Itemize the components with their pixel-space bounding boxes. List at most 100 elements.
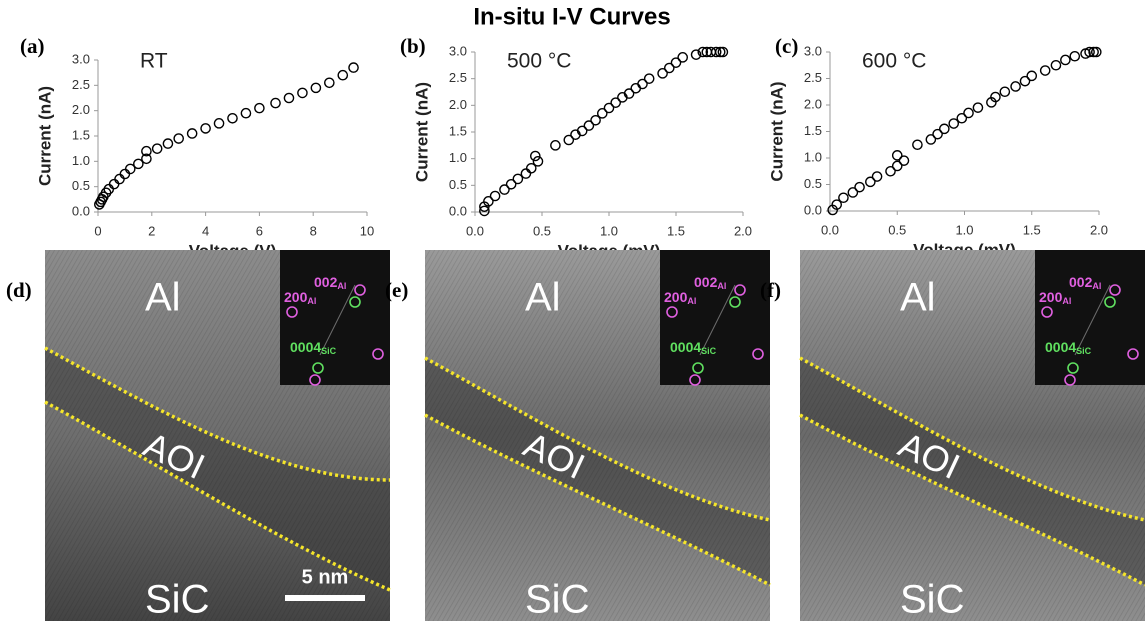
fft-label-main: 002 xyxy=(314,274,338,290)
point xyxy=(298,88,307,97)
x-tick-label: 2 xyxy=(148,223,155,238)
y-tick-label: 1.0 xyxy=(449,150,467,165)
fft-label-main: 0004 xyxy=(290,339,321,355)
point xyxy=(110,180,119,189)
annotation: RT xyxy=(140,50,168,73)
point xyxy=(174,134,183,143)
x-tick-label: 6 xyxy=(256,223,263,238)
point xyxy=(1027,71,1036,80)
point xyxy=(1011,82,1020,91)
fft-background xyxy=(660,250,770,385)
point xyxy=(533,157,542,166)
x-tick-label: 2.0 xyxy=(734,223,752,238)
fft-background xyxy=(1035,250,1145,385)
scale-bar-label: 5 nm xyxy=(302,566,349,588)
x-tick-label: 1.0 xyxy=(600,223,618,238)
x-tick-label: 8 xyxy=(310,223,317,238)
panel-label: (d) xyxy=(6,278,32,302)
x-tick-label: 1.5 xyxy=(1023,222,1041,237)
scale-bar xyxy=(285,595,365,601)
y-tick-label: 1.5 xyxy=(804,123,822,138)
fft-label-sub: Al xyxy=(1092,281,1101,291)
y-tick-label: 2.5 xyxy=(72,77,90,92)
point xyxy=(188,129,197,138)
x-tick-label: 0 xyxy=(94,223,101,238)
y-tick-label: 0.0 xyxy=(804,202,822,217)
point xyxy=(241,109,250,118)
point xyxy=(839,193,848,202)
point xyxy=(551,141,560,150)
point xyxy=(255,104,264,113)
x-tick-label: 1.0 xyxy=(955,222,973,237)
point xyxy=(521,169,530,178)
point xyxy=(271,98,280,107)
y-axis-label: Current (nA) xyxy=(412,82,431,182)
phase-label: SiC xyxy=(900,578,964,621)
panel-label: (b) xyxy=(400,34,426,58)
point xyxy=(325,78,334,87)
x-tick-label: 0.5 xyxy=(888,222,906,237)
tem-image: AlAOISiC5 nm002Al200Al0004SiC xyxy=(45,250,390,621)
y-tick-label: 0.5 xyxy=(72,178,90,193)
point xyxy=(163,139,172,148)
fft-label-main: 0004 xyxy=(670,339,701,355)
point xyxy=(228,114,237,123)
panel-label: (c) xyxy=(775,34,798,58)
fft-label-main: 200 xyxy=(1039,289,1063,305)
fft-label-sub: Al xyxy=(337,281,346,291)
panel-label: (a) xyxy=(20,34,45,58)
annotation: 600 °C xyxy=(862,50,926,73)
panel-label: (e) xyxy=(385,278,408,302)
fft-label-main: 200 xyxy=(284,289,308,305)
point xyxy=(531,151,540,160)
fft-inset: 002Al200Al0004SiC xyxy=(1035,250,1145,385)
y-axis-label: Current (nA) xyxy=(767,81,786,181)
fft-label-sub: Al xyxy=(687,296,696,306)
y-tick-label: 0.0 xyxy=(449,203,467,218)
point xyxy=(1000,87,1009,96)
y-tick-label: 2.5 xyxy=(804,70,822,85)
y-tick-label: 0.0 xyxy=(72,203,90,218)
point xyxy=(1061,55,1070,64)
x-tick-label: 1.5 xyxy=(667,223,685,238)
point xyxy=(284,93,293,102)
y-tick-label: 3.0 xyxy=(449,43,467,58)
point xyxy=(855,183,864,192)
x-tick-label: 10 xyxy=(360,223,374,238)
fft-label-sub: SiC xyxy=(321,346,337,356)
annotation: 500 °C xyxy=(507,50,571,73)
point xyxy=(1051,61,1060,70)
point xyxy=(349,63,358,72)
point xyxy=(940,124,949,133)
y-tick-label: 2.0 xyxy=(72,102,90,117)
fft-label-main: 0004 xyxy=(1045,339,1076,355)
point xyxy=(678,53,687,62)
y-tick-label: 1.0 xyxy=(72,153,90,168)
y-tick-label: 1.0 xyxy=(804,149,822,164)
fft-label-sub: Al xyxy=(717,281,726,291)
point xyxy=(201,124,210,133)
y-tick-label: 2.5 xyxy=(449,70,467,85)
point xyxy=(872,172,881,181)
fft-inset: 002Al200Al0004SiC xyxy=(280,250,390,385)
point xyxy=(153,144,162,153)
figure-title: In-situ I-V Curves xyxy=(473,3,670,30)
x-tick-label: 2.0 xyxy=(1090,222,1108,237)
point xyxy=(491,191,500,200)
y-tick-label: 2.0 xyxy=(804,96,822,111)
phase-label: SiC xyxy=(145,578,209,621)
point xyxy=(115,174,124,183)
x-tick-label: 0.0 xyxy=(466,223,484,238)
y-tick-label: 3.0 xyxy=(72,51,90,66)
point xyxy=(214,119,223,128)
fft-label-sub: SiC xyxy=(1076,346,1092,356)
phase-label: SiC xyxy=(525,578,589,621)
fft-label-main: 200 xyxy=(664,289,688,305)
fft-label-sub: SiC xyxy=(701,346,717,356)
fft-label-main: 002 xyxy=(694,274,718,290)
point xyxy=(631,84,640,93)
figure: In-situ I-V Curves 0.0 0.5 1.0 1.5 2.0 2.5 3.0… xyxy=(0,0,1145,621)
y-tick-label: 2.0 xyxy=(449,97,467,112)
